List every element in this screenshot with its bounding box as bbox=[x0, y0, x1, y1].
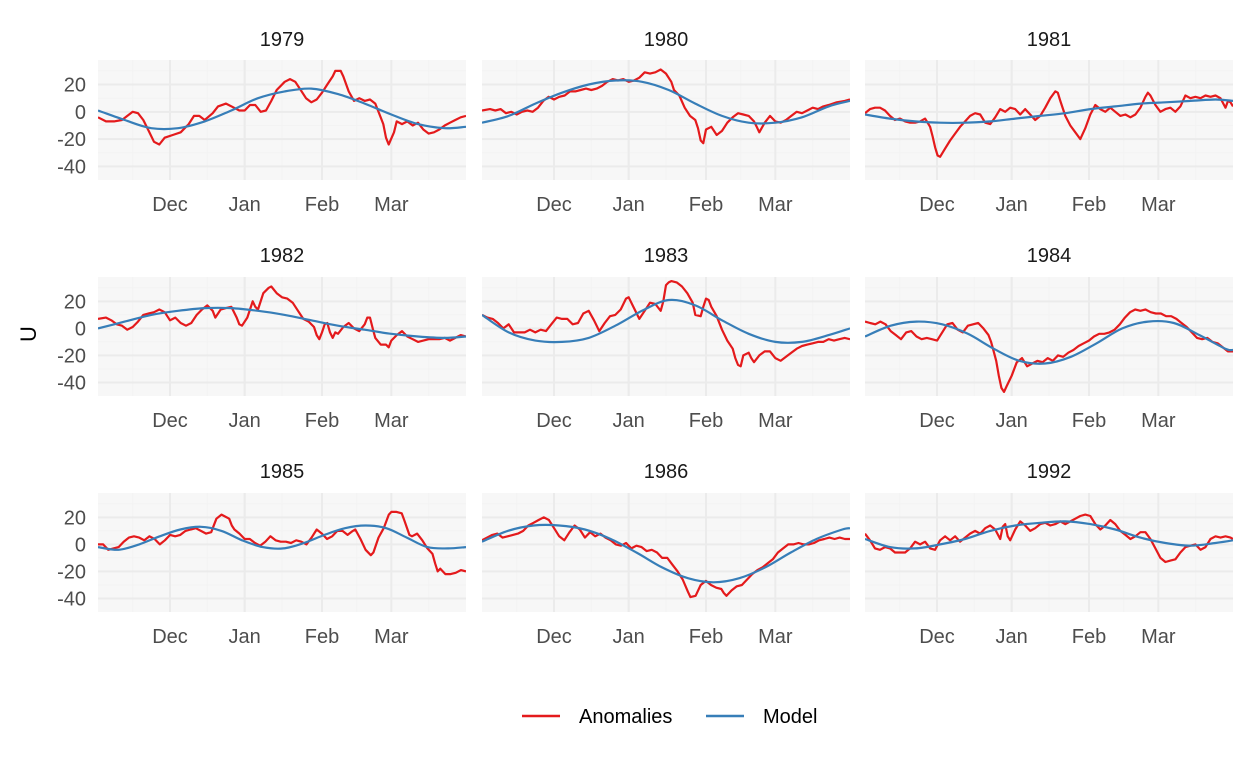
y-tick-label: -20 bbox=[57, 129, 86, 151]
model-line bbox=[865, 319, 1233, 365]
panel-1980: 1980 Dec Jan Feb Mar bbox=[482, 29, 850, 216]
x-tick-label: Mar bbox=[758, 626, 793, 648]
x-tick-label: Mar bbox=[758, 194, 793, 216]
x-tick-label: Dec bbox=[919, 194, 955, 216]
x-tick-label: Mar bbox=[374, 410, 409, 432]
x-tick-label: Feb bbox=[689, 194, 723, 216]
x-tick-label: Dec bbox=[919, 626, 955, 648]
y-tick-label: 0 bbox=[75, 102, 86, 124]
x-tick-label: Dec bbox=[152, 626, 188, 648]
y-axis-title: U bbox=[16, 326, 41, 342]
anomalies-line bbox=[865, 308, 1233, 393]
x-tick-label: Mar bbox=[758, 410, 793, 432]
x-tick-label: Feb bbox=[1072, 410, 1106, 432]
model-line bbox=[98, 306, 466, 340]
panel-1979: 1979 20 0 -20 -40 Dec Jan Feb Mar bbox=[57, 29, 466, 216]
x-tick-label: Jan bbox=[613, 194, 645, 216]
anomalies-line bbox=[98, 285, 466, 349]
y-tick-label: -40 bbox=[57, 588, 86, 610]
x-tick-label: Mar bbox=[374, 626, 409, 648]
x-tick-label: Feb bbox=[689, 626, 723, 648]
x-tick-label: Jan bbox=[613, 626, 645, 648]
panel-title: 1982 bbox=[260, 245, 305, 267]
anomalies-line bbox=[865, 90, 1233, 158]
x-tick-label: Feb bbox=[689, 410, 723, 432]
panel-title: 1984 bbox=[1027, 245, 1072, 267]
panel-title: 1979 bbox=[260, 29, 305, 51]
panel-1992: 1992 Dec Jan Feb Mar bbox=[865, 461, 1233, 648]
panel-1981: 1981 Dec Jan Feb Mar bbox=[865, 29, 1233, 216]
x-tick-label: Jan bbox=[229, 626, 261, 648]
legend: Anomalies Model bbox=[522, 706, 817, 728]
y-tick-label: -40 bbox=[57, 372, 86, 394]
model-line bbox=[482, 523, 850, 584]
y-tick-label: 20 bbox=[64, 291, 86, 313]
panel-1985: 1985 20 0 -20 -40 Dec Jan Feb Mar bbox=[57, 461, 466, 648]
x-tick-label: Dec bbox=[536, 626, 572, 648]
panel-title: 1981 bbox=[1027, 29, 1072, 51]
x-tick-label: Dec bbox=[152, 194, 188, 216]
x-tick-label: Jan bbox=[996, 194, 1028, 216]
x-tick-label: Mar bbox=[1141, 410, 1176, 432]
legend-label: Anomalies bbox=[579, 706, 672, 728]
panel-1983: 1983 Dec Jan Feb Mar bbox=[482, 245, 850, 432]
panel-1982: 1982 20 0 -20 -40 Dec Jan Feb Mar bbox=[57, 245, 466, 432]
y-tick-label: 0 bbox=[75, 534, 86, 556]
x-tick-label: Jan bbox=[996, 410, 1028, 432]
panel-title: 1986 bbox=[644, 461, 689, 483]
panel-1984: 1984 Dec Jan Feb Mar bbox=[865, 245, 1233, 432]
x-tick-label: Jan bbox=[229, 410, 261, 432]
legend-label: Model bbox=[763, 706, 817, 728]
panel-1986: 1986 Dec Jan Feb Mar bbox=[482, 461, 850, 648]
x-tick-label: Mar bbox=[1141, 194, 1176, 216]
model-line bbox=[482, 298, 850, 344]
x-tick-label: Dec bbox=[536, 410, 572, 432]
x-tick-label: Dec bbox=[536, 194, 572, 216]
panel-title: 1983 bbox=[644, 245, 689, 267]
anomalies-line bbox=[98, 69, 466, 146]
anomalies-line bbox=[98, 510, 466, 576]
y-tick-label: 20 bbox=[64, 507, 86, 529]
model-line bbox=[98, 524, 466, 551]
x-tick-label: Feb bbox=[305, 410, 339, 432]
y-tick-label: -20 bbox=[57, 561, 86, 583]
model-line bbox=[865, 98, 1233, 125]
panel-title: 1980 bbox=[644, 29, 689, 51]
facet-panels: 1979 20 0 -20 -40 Dec Jan Feb Mar 1980 Dec Jan Feb Ma… bbox=[57, 29, 1233, 648]
x-tick-label: Feb bbox=[1072, 194, 1106, 216]
model-line bbox=[482, 79, 850, 125]
y-tick-label: -40 bbox=[57, 156, 86, 178]
legend-item-model: Model bbox=[706, 706, 817, 728]
y-tick-label: 20 bbox=[64, 75, 86, 97]
x-tick-label: Feb bbox=[1072, 626, 1106, 648]
y-tick-label: 0 bbox=[75, 318, 86, 340]
x-tick-label: Jan bbox=[996, 626, 1028, 648]
x-tick-label: Jan bbox=[229, 194, 261, 216]
y-tick-label: -20 bbox=[57, 345, 86, 367]
panel-title: 1985 bbox=[260, 461, 305, 483]
x-tick-label: Jan bbox=[613, 410, 645, 432]
x-tick-label: Dec bbox=[919, 410, 955, 432]
x-tick-label: Dec bbox=[152, 410, 188, 432]
panel-title: 1992 bbox=[1027, 461, 1072, 483]
x-tick-label: Mar bbox=[1141, 626, 1176, 648]
x-tick-label: Feb bbox=[305, 194, 339, 216]
x-tick-label: Mar bbox=[374, 194, 409, 216]
x-tick-label: Feb bbox=[305, 626, 339, 648]
model-line bbox=[98, 87, 466, 131]
anomalies-line bbox=[482, 280, 850, 368]
model-line bbox=[865, 520, 1233, 550]
anomalies-line bbox=[482, 516, 850, 599]
legend-item-anomalies: Anomalies bbox=[522, 706, 672, 728]
